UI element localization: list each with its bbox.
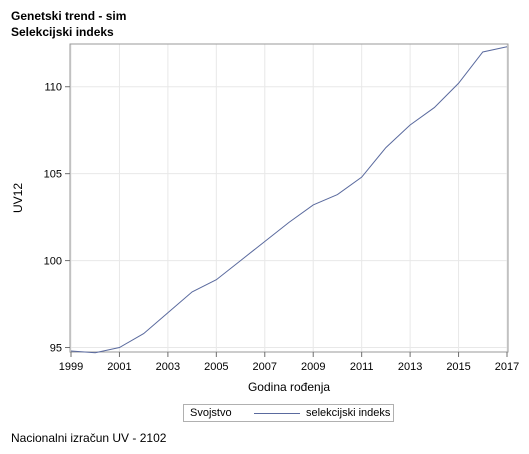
x-axis-label: Godina rođenja bbox=[248, 380, 330, 394]
y-axis-label: UV12 bbox=[11, 183, 25, 213]
y-tick-label: 105 bbox=[44, 169, 62, 181]
legend: Svojstvo selekcijski indeks bbox=[183, 404, 394, 422]
line-chart: 1999 2001 2003 2005 2007 2009 2011 2013 2015 2017… bbox=[11, 43, 519, 394]
x-tick-label: 2017 bbox=[495, 361, 519, 373]
data-point bbox=[239, 259, 242, 262]
legend-line-swatch bbox=[254, 413, 300, 414]
data-point bbox=[481, 50, 484, 53]
x-tick-label: 2005 bbox=[204, 361, 228, 373]
data-point bbox=[384, 146, 387, 149]
x-tick-label: 1999 bbox=[59, 361, 83, 373]
data-point bbox=[288, 221, 291, 224]
y-tick-label: 110 bbox=[44, 82, 62, 94]
data-point bbox=[118, 346, 121, 349]
data-point bbox=[70, 350, 73, 353]
data-point bbox=[409, 123, 412, 126]
data-point bbox=[312, 203, 315, 206]
x-tick-label: 2003 bbox=[156, 361, 180, 373]
data-point bbox=[360, 176, 363, 179]
y-tick-label: 100 bbox=[44, 256, 62, 268]
x-tick-label: 2009 bbox=[301, 361, 325, 373]
y-tick-label: 95 bbox=[50, 343, 62, 355]
x-tick-label: 2011 bbox=[350, 361, 374, 373]
data-point bbox=[191, 290, 194, 293]
x-tick-label: 2015 bbox=[446, 361, 470, 373]
data-point bbox=[336, 193, 339, 196]
x-tick-label: 2001 bbox=[107, 361, 131, 373]
footnote: Nacionalni izračun UV - 2102 bbox=[11, 431, 167, 445]
legend-series-label: selekcijski indeks bbox=[306, 407, 391, 419]
series-line-selekcijski-indeks bbox=[70, 46, 508, 354]
data-point bbox=[94, 351, 97, 354]
chart-title: Genetski trend - sim bbox=[11, 9, 127, 23]
data-point bbox=[263, 240, 266, 243]
data-point bbox=[142, 332, 145, 335]
chart-subtitle: Selekcijski indeks bbox=[11, 25, 114, 39]
legend-title: Svojstvo bbox=[190, 407, 232, 419]
data-point bbox=[215, 278, 218, 281]
data-point bbox=[457, 82, 460, 85]
plot-area-frame bbox=[69, 43, 509, 353]
x-tick-label: 2013 bbox=[398, 361, 422, 373]
data-point bbox=[433, 106, 436, 109]
data-point bbox=[166, 311, 169, 314]
data-point bbox=[506, 45, 509, 48]
x-tick-label: 2007 bbox=[253, 361, 277, 373]
